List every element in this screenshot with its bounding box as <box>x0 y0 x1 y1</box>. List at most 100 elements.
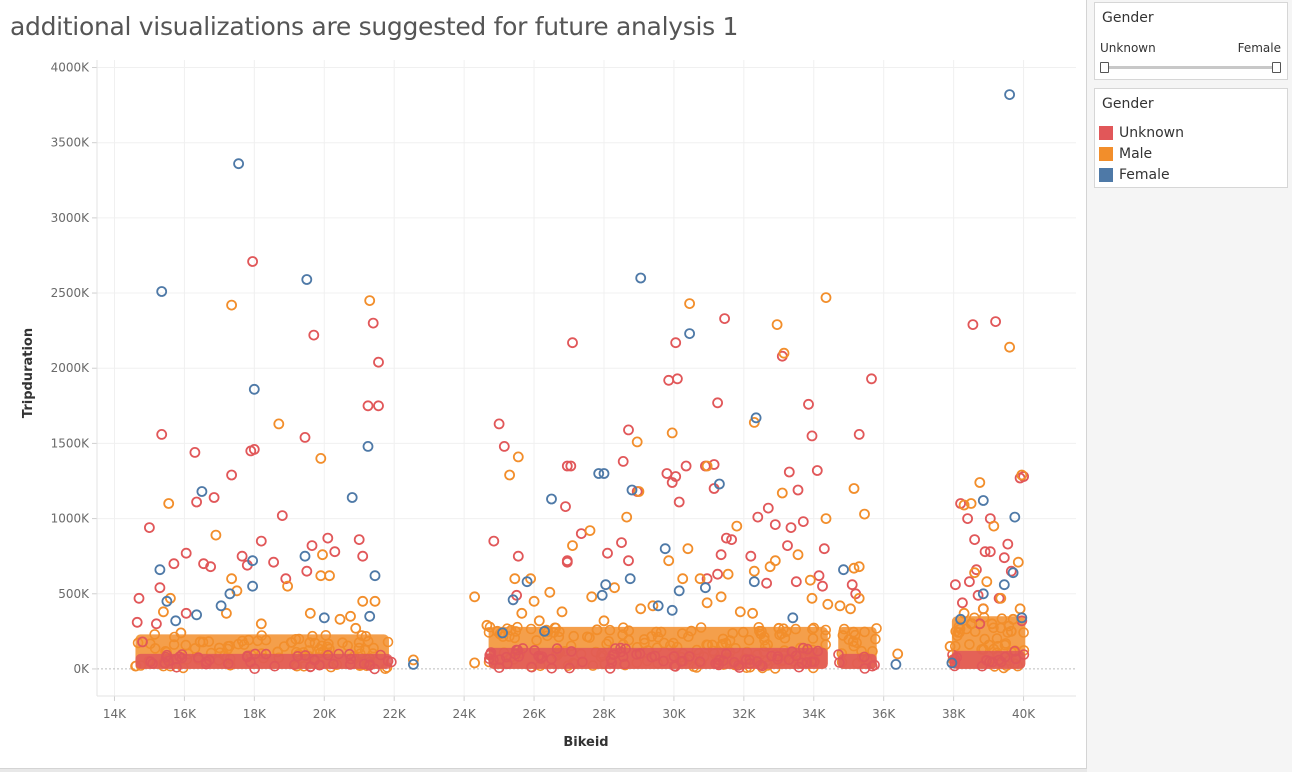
data-point <box>712 397 723 409</box>
data-point <box>792 549 804 561</box>
range-slider-min-handle[interactable] <box>1100 62 1109 73</box>
data-point <box>990 316 1001 328</box>
data-point <box>273 418 285 430</box>
dense-point <box>684 651 695 662</box>
dense-point <box>802 643 813 655</box>
data-point <box>817 580 828 592</box>
data-point <box>561 555 573 567</box>
dense-point <box>619 658 631 670</box>
dense-point <box>364 659 376 671</box>
data-point <box>715 591 727 603</box>
x-tick-label: 40K <box>1012 707 1036 721</box>
data-point <box>813 570 825 582</box>
data-point <box>567 337 578 349</box>
data-point <box>663 555 675 567</box>
data-point <box>652 600 664 612</box>
dense-point <box>858 651 870 663</box>
dense-point <box>724 635 736 646</box>
data-point <box>820 513 832 524</box>
data-point <box>156 428 168 440</box>
data-point <box>787 612 799 624</box>
dense-point <box>859 663 871 674</box>
dense-point <box>299 650 311 661</box>
data-point <box>782 540 793 551</box>
dense-point <box>744 654 756 666</box>
dense-point <box>147 658 158 669</box>
y-tick-label: 0K <box>73 662 90 676</box>
data-point <box>797 516 809 527</box>
data-point <box>846 579 858 591</box>
data-point <box>752 511 764 523</box>
data-point <box>1005 565 1017 577</box>
data-point <box>623 555 634 567</box>
dense-point <box>353 642 365 654</box>
data-point <box>673 585 685 597</box>
legend-item-unknown[interactable]: Unknown <box>1099 124 1184 142</box>
dense-point <box>848 640 860 652</box>
dense-point <box>790 623 802 635</box>
legend-item-female[interactable]: Female <box>1099 166 1170 184</box>
dense-point <box>1009 645 1021 657</box>
data-point <box>834 600 846 612</box>
range-slider-track[interactable] <box>1103 66 1279 69</box>
data-point <box>721 532 732 544</box>
data-point <box>600 579 612 591</box>
data-point <box>369 595 381 607</box>
x-tick-label: 34K <box>802 707 826 721</box>
data-point <box>596 589 608 601</box>
data-point <box>362 400 374 412</box>
data-point <box>995 592 1007 604</box>
data-point <box>677 573 689 585</box>
dense-point <box>669 660 680 672</box>
dense-point <box>358 658 370 670</box>
x-tick-label: 18K <box>243 707 267 721</box>
dense-point <box>737 626 749 638</box>
scatter-chart[interactable]: Bikeid Tripduration 14K 16K 18K 20K 22K 24K 26… <box>0 0 1086 768</box>
data-point <box>373 400 384 412</box>
x-tick-label: 26K <box>522 707 546 721</box>
data-point <box>953 621 965 633</box>
data-point <box>694 573 706 585</box>
data-point <box>304 607 316 619</box>
dense-point <box>488 654 499 666</box>
data-point <box>981 576 993 588</box>
data-point <box>367 317 379 329</box>
data-point <box>955 613 966 625</box>
data-point <box>984 546 996 558</box>
data-point <box>848 562 860 574</box>
dense-point <box>517 643 529 654</box>
data-point <box>848 483 860 494</box>
data-point <box>748 565 760 577</box>
x-tick-label: 22K <box>383 707 407 721</box>
data-point <box>957 597 968 609</box>
data-point <box>528 595 540 607</box>
dense-point <box>584 632 595 643</box>
dense-point <box>834 657 845 668</box>
data-point <box>845 603 856 615</box>
dense-point <box>356 630 368 641</box>
dense-point <box>526 661 538 673</box>
data-point <box>546 493 557 505</box>
dense-point <box>149 629 160 640</box>
dense-point <box>871 623 882 634</box>
range-slider-max-handle[interactable] <box>1272 62 1281 73</box>
data-point <box>890 659 902 670</box>
data-point <box>509 573 521 585</box>
data-point <box>248 383 260 395</box>
dense-point <box>743 634 755 646</box>
data-point <box>357 595 369 607</box>
data-point <box>247 580 259 592</box>
data-point <box>233 158 245 170</box>
dense-point <box>617 629 628 641</box>
data-point <box>215 600 227 612</box>
dense-point <box>502 658 513 670</box>
legend-item-male[interactable]: Male <box>1099 145 1152 163</box>
data-point <box>208 492 220 503</box>
data-point <box>369 570 381 582</box>
data-point <box>602 547 613 559</box>
data-point <box>133 592 145 604</box>
dense-point <box>333 648 345 660</box>
dense-point <box>869 659 880 671</box>
dense-point <box>727 627 739 639</box>
data-point <box>512 550 524 562</box>
